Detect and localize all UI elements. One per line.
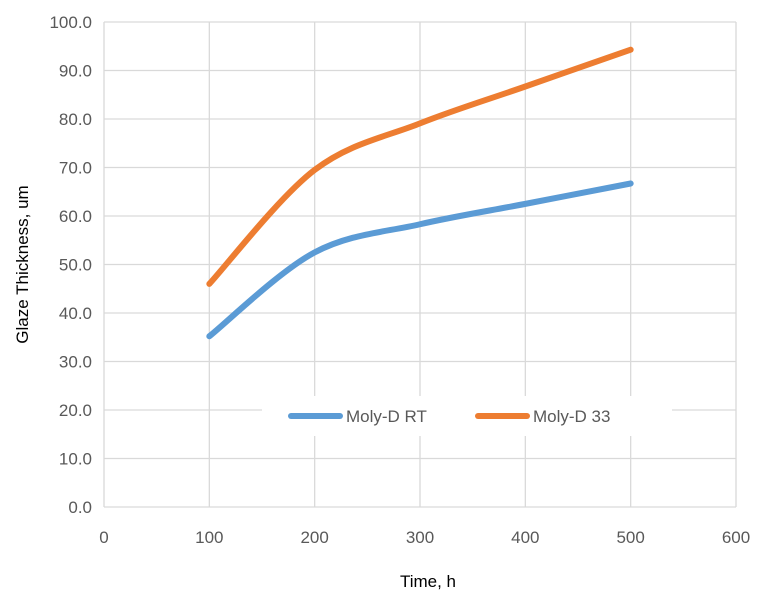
y-tick-label: 20.0 <box>59 401 92 420</box>
data-point-moly-d-rt <box>417 221 423 227</box>
data-point-moly-d-rt <box>628 181 634 187</box>
y-tick-label: 0.0 <box>68 498 92 517</box>
x-tick-label: 100 <box>195 528 223 547</box>
data-point-moly-d-33 <box>206 281 212 287</box>
x-tick-label: 600 <box>722 528 750 547</box>
y-tick-label: 90.0 <box>59 62 92 81</box>
series <box>206 46 634 340</box>
y-tick-label: 100.0 <box>49 13 92 32</box>
data-point-moly-d-33 <box>522 84 528 90</box>
x-tick-label: 0 <box>99 528 108 547</box>
legend-label-moly-d-rt: Moly-D RT <box>346 407 427 426</box>
data-point-moly-d-33 <box>628 47 634 53</box>
data-point-moly-d-rt <box>206 333 212 339</box>
legend: Moly-D RT Moly-D 33 <box>262 396 672 436</box>
y-tick-label: 50.0 <box>59 256 92 275</box>
y-tick-label: 70.0 <box>59 159 92 178</box>
y-tick-label: 10.0 <box>59 450 92 469</box>
x-tick-label: 400 <box>511 528 539 547</box>
data-point-moly-d-33 <box>312 167 318 173</box>
data-point-moly-d-rt <box>312 249 318 255</box>
data-point-moly-d-33 <box>417 120 423 126</box>
y-tick-label: 30.0 <box>59 353 92 372</box>
legend-label-moly-d-33: Moly-D 33 <box>533 407 610 426</box>
x-tick-label: 500 <box>616 528 644 547</box>
x-axis-ticks: 0 100 200 300 400 500 600 <box>99 528 750 547</box>
x-tick-label: 200 <box>300 528 328 547</box>
y-axis-title: Glaze Thickness, um <box>13 185 32 343</box>
y-tick-label: 40.0 <box>59 304 92 323</box>
data-point-moly-d-rt <box>522 201 528 207</box>
y-axis-ticks: 0.0 10.0 20.0 30.0 40.0 50.0 60.0 70.0 80.0 90.0 1… <box>49 13 92 517</box>
y-tick-label: 60.0 <box>59 207 92 226</box>
y-tick-label: 80.0 <box>59 110 92 129</box>
x-tick-label: 300 <box>406 528 434 547</box>
x-axis-title: Time, h <box>400 572 456 591</box>
